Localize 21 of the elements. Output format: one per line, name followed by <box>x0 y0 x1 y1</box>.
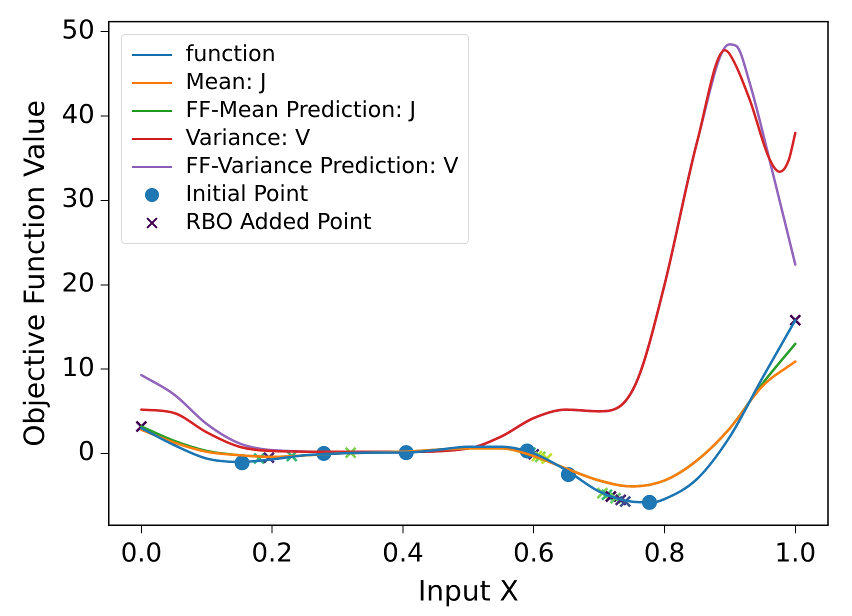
legend-label: Initial Point <box>186 182 308 208</box>
y-tick-label: 10 <box>62 352 95 383</box>
x-tick-label: 1.0 <box>774 538 816 569</box>
y-axis-title: Objective Function Value <box>18 100 52 447</box>
x-tick-label: 0.6 <box>513 538 554 569</box>
legend-label: RBO Added Point <box>186 210 372 236</box>
legend-label: FF-Mean Prediction: J <box>186 98 416 124</box>
x-tick-label: 0.8 <box>644 538 686 569</box>
legend-label: Mean: J <box>186 70 267 96</box>
y-tick-label: 20 <box>62 268 95 299</box>
x-tick-label: 0.2 <box>251 538 293 569</box>
x-tick-label: 0.0 <box>120 538 162 569</box>
x-axis-title: Input X <box>418 574 519 608</box>
y-tick-label: 50 <box>62 15 95 46</box>
legend-label: FF-Variance Prediction: V <box>186 154 458 180</box>
y-tick-label: 0 <box>78 437 95 468</box>
legend-label: Variance: V <box>186 126 310 152</box>
y-tick-label: 30 <box>62 184 95 214</box>
x-tick-label: 0.4 <box>382 538 424 569</box>
y-tick-label: 40 <box>62 100 95 130</box>
legend-label: function <box>186 42 276 68</box>
